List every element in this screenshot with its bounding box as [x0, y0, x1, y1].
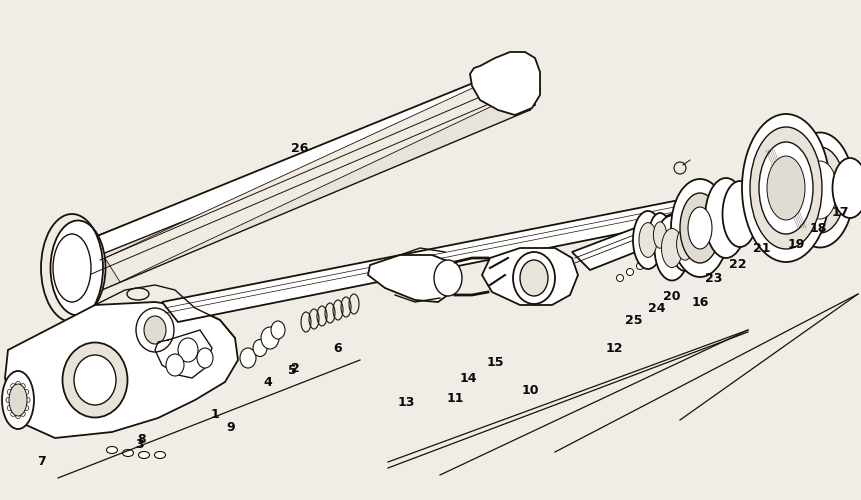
- Text: 7: 7: [38, 456, 46, 468]
- Polygon shape: [105, 80, 505, 282]
- Ellipse shape: [136, 308, 174, 352]
- Text: 21: 21: [753, 242, 770, 254]
- Ellipse shape: [7, 406, 12, 410]
- Ellipse shape: [670, 179, 728, 277]
- Ellipse shape: [676, 228, 692, 260]
- Polygon shape: [5, 302, 238, 438]
- Text: 4: 4: [263, 376, 272, 388]
- Polygon shape: [368, 255, 457, 302]
- Ellipse shape: [648, 213, 670, 257]
- Text: 3: 3: [135, 438, 144, 452]
- Ellipse shape: [9, 384, 27, 416]
- Ellipse shape: [722, 181, 757, 247]
- Ellipse shape: [794, 147, 844, 233]
- Ellipse shape: [21, 384, 25, 388]
- Ellipse shape: [122, 450, 133, 456]
- Text: 23: 23: [704, 272, 722, 284]
- Polygon shape: [572, 188, 754, 270]
- Ellipse shape: [749, 127, 821, 249]
- Ellipse shape: [785, 132, 853, 248]
- Text: 18: 18: [808, 222, 826, 234]
- Text: 22: 22: [728, 258, 746, 270]
- Ellipse shape: [687, 207, 711, 249]
- Ellipse shape: [107, 446, 117, 454]
- Ellipse shape: [766, 156, 804, 220]
- Text: 20: 20: [662, 290, 680, 302]
- Polygon shape: [75, 90, 530, 295]
- Ellipse shape: [24, 406, 28, 410]
- Ellipse shape: [704, 178, 746, 258]
- Ellipse shape: [7, 390, 12, 394]
- Polygon shape: [469, 52, 539, 115]
- Ellipse shape: [802, 161, 836, 219]
- Ellipse shape: [24, 390, 28, 394]
- Text: 2: 2: [290, 362, 299, 374]
- Polygon shape: [162, 190, 747, 322]
- Text: 10: 10: [521, 384, 538, 396]
- Text: 8: 8: [138, 434, 146, 446]
- Polygon shape: [75, 68, 535, 295]
- Ellipse shape: [154, 452, 165, 458]
- Text: 25: 25: [624, 314, 642, 326]
- Ellipse shape: [632, 211, 662, 269]
- Ellipse shape: [51, 220, 105, 316]
- Ellipse shape: [270, 321, 285, 339]
- Ellipse shape: [25, 398, 30, 402]
- Text: 14: 14: [459, 372, 476, 384]
- Ellipse shape: [166, 354, 183, 376]
- Ellipse shape: [197, 348, 213, 368]
- Text: 24: 24: [647, 302, 665, 314]
- Ellipse shape: [139, 452, 149, 458]
- Text: 6: 6: [333, 342, 342, 354]
- Text: 9: 9: [226, 422, 235, 434]
- Ellipse shape: [519, 260, 548, 296]
- Ellipse shape: [635, 262, 643, 270]
- Ellipse shape: [759, 142, 812, 234]
- Ellipse shape: [74, 355, 116, 405]
- Ellipse shape: [741, 114, 829, 262]
- Ellipse shape: [832, 158, 861, 218]
- Text: 12: 12: [604, 342, 622, 354]
- Ellipse shape: [512, 252, 554, 304]
- Ellipse shape: [653, 222, 666, 248]
- Text: 19: 19: [786, 238, 804, 250]
- Ellipse shape: [2, 371, 34, 429]
- Text: 16: 16: [691, 296, 708, 308]
- Polygon shape: [75, 68, 530, 272]
- Ellipse shape: [53, 234, 91, 302]
- Polygon shape: [481, 248, 578, 305]
- Ellipse shape: [63, 342, 127, 417]
- Ellipse shape: [261, 327, 279, 349]
- Text: 5: 5: [288, 364, 296, 376]
- Ellipse shape: [10, 384, 15, 388]
- Ellipse shape: [10, 412, 15, 416]
- Ellipse shape: [433, 260, 461, 296]
- Ellipse shape: [144, 316, 166, 344]
- Ellipse shape: [253, 340, 267, 356]
- Text: 1: 1: [210, 408, 219, 422]
- Text: 26: 26: [291, 142, 308, 154]
- Ellipse shape: [177, 338, 198, 362]
- Ellipse shape: [670, 217, 698, 271]
- Ellipse shape: [679, 193, 719, 263]
- Text: 17: 17: [830, 206, 848, 218]
- Ellipse shape: [21, 412, 25, 416]
- Ellipse shape: [15, 414, 21, 418]
- Text: 15: 15: [486, 356, 503, 368]
- Text: 13: 13: [397, 396, 414, 408]
- Ellipse shape: [6, 398, 11, 402]
- Ellipse shape: [626, 268, 633, 276]
- Polygon shape: [474, 60, 539, 110]
- Ellipse shape: [15, 382, 21, 386]
- Ellipse shape: [653, 216, 689, 280]
- Ellipse shape: [239, 348, 256, 368]
- Ellipse shape: [616, 274, 623, 281]
- Ellipse shape: [638, 222, 656, 258]
- Ellipse shape: [660, 228, 682, 268]
- Text: 11: 11: [446, 392, 463, 404]
